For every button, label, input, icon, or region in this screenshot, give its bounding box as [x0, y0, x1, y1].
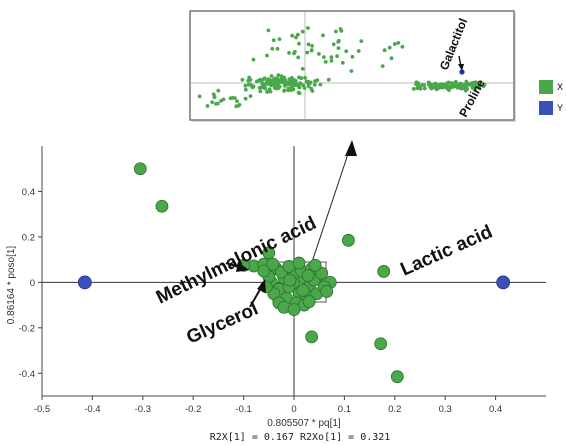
x-tick-label: 0.1 — [338, 404, 351, 415]
x-tick-label: -0.1 — [235, 404, 251, 415]
y-tick-label: 0.2 — [22, 232, 35, 243]
data-point-x — [257, 264, 271, 278]
legend: X Y — [539, 80, 565, 118]
x-tick-label: -0.3 — [135, 404, 151, 415]
data-point-x — [266, 257, 280, 271]
data-point-y — [496, 275, 511, 290]
data-point-x — [377, 265, 391, 278]
y-tick-label: -0.4 — [19, 369, 35, 380]
legend-label-y: Y — [557, 103, 564, 113]
y-tick-label: -0.2 — [19, 323, 35, 334]
annotation-lactic-acid: Lactic acid — [397, 221, 495, 280]
x-tick-label: -0.4 — [84, 404, 100, 415]
x-tick-label: 0.2 — [388, 404, 401, 415]
data-point-x — [305, 330, 319, 344]
data-point-x — [301, 269, 315, 282]
arrowhead-methylmalonic-acid — [236, 262, 249, 272]
legend-item-y: Y — [539, 101, 565, 118]
x-tick-label: 0.3 — [439, 404, 452, 415]
data-point-x — [283, 273, 297, 287]
data-point-x — [374, 337, 388, 351]
tick-labels: -0.5 -0.4 -0.3 -0.2 -0.1 0 0.1 0.2 0.3 0.4 0.4 0.2 0… — [19, 187, 503, 415]
x-tick-label: 0.4 — [489, 404, 502, 415]
data-point-x — [320, 285, 334, 298]
data-point-x — [155, 199, 169, 213]
y-tick-label: 0 — [30, 278, 35, 289]
x-tick-label: 0 — [291, 404, 296, 415]
zoom-leader-line — [311, 141, 353, 263]
r2-footer: R2X[1] = 0.167 R2Xo[1] = 0.321 — [210, 432, 391, 443]
legend-item-x: X — [539, 80, 565, 97]
data-point-x — [296, 283, 310, 297]
legend-label-x: X — [557, 82, 564, 92]
zoom-leader-arrowhead — [345, 140, 357, 156]
x-axis-title: 0.805507 * pq[1] — [267, 418, 341, 429]
data-point-x — [390, 370, 404, 384]
legend-swatch-x — [539, 80, 553, 94]
arrowhead-glycerol — [257, 279, 266, 293]
legend-swatch-y — [539, 101, 553, 115]
y-axis-title: 0.86164 * poso[1] — [6, 246, 17, 325]
y-tick-label: 0.4 — [22, 187, 35, 198]
data-point-x — [133, 162, 147, 176]
data-point-x — [287, 303, 301, 317]
data-point-y — [77, 275, 92, 290]
data-point-x — [262, 246, 276, 260]
data-point-x — [302, 295, 316, 309]
x-tick-label: -0.5 — [34, 404, 50, 415]
x-tick-label: -0.2 — [185, 404, 201, 415]
data-point-x — [308, 258, 322, 272]
data-point-x — [342, 233, 355, 247]
data-point-x — [292, 256, 306, 270]
